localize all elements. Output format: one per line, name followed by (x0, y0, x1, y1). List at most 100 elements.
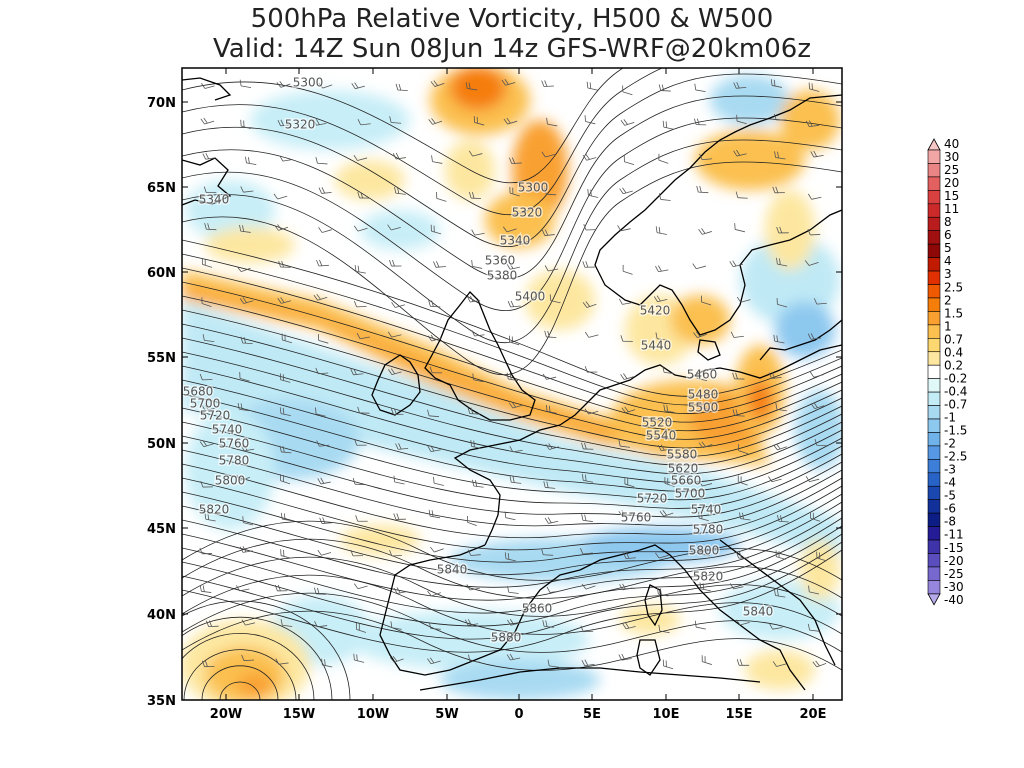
wind-barb (768, 372, 782, 379)
colorbar-label: -40 (944, 593, 964, 607)
contour-label: 5780 (693, 523, 724, 537)
colorbar-label: 25 (944, 163, 959, 177)
wind-barb (696, 372, 708, 381)
wind-barb (772, 661, 787, 667)
wind-barb (199, 373, 213, 381)
colorbar-label: 8 (944, 215, 952, 229)
wind-barb (655, 552, 669, 559)
colorbar-arrow-bottom (927, 593, 941, 606)
height-contour (182, 309, 842, 440)
wind-barb (619, 187, 633, 195)
colorbar-label: -25 (944, 567, 964, 581)
wind-barb (729, 583, 744, 590)
colorbar-label: 3 (944, 267, 952, 281)
wind-barb (581, 514, 593, 522)
wind-barb (201, 660, 215, 668)
colorbar-swatch (927, 149, 941, 164)
wind-barb (509, 446, 523, 453)
contour-label: 5680 (183, 385, 214, 399)
wind-barb (506, 653, 521, 661)
height-contours (182, 68, 842, 700)
colorbar-label: -5 (944, 489, 956, 503)
wind-barb (430, 224, 442, 235)
wind-barb (277, 119, 291, 127)
colorbar-label: 5 (944, 241, 952, 255)
lon-tick-label: 20W (210, 707, 242, 722)
wind-barb (658, 193, 671, 201)
contour-label: 5460 (687, 368, 718, 382)
colorbar-swatch (927, 580, 941, 595)
wind-barb (240, 336, 253, 344)
contour-label: 5540 (646, 429, 677, 443)
wind-barb (773, 113, 787, 121)
colorbar-swatch (927, 553, 941, 568)
wind-barb (467, 407, 480, 415)
wind-barb (471, 229, 485, 236)
wind-barb (428, 300, 441, 308)
wind-barb (200, 117, 215, 125)
wind-barb (242, 516, 254, 526)
wind-barb (239, 224, 251, 233)
colorbar-arrow-top (927, 138, 941, 151)
height-contour (182, 253, 842, 406)
wind-barb (808, 82, 820, 92)
wind-barb (206, 620, 219, 627)
wind-barb (581, 583, 596, 590)
wind-barb (542, 620, 555, 628)
wind-barb (580, 625, 594, 633)
height-contour (182, 267, 842, 414)
wind-barb (655, 332, 668, 341)
wind-barb (587, 188, 599, 198)
height-contour (182, 407, 842, 501)
wind-barb (545, 404, 557, 414)
wind-barb (623, 552, 636, 559)
wind-barb (389, 549, 402, 557)
wind-barb (545, 443, 560, 450)
contour-label: 5780 (219, 454, 250, 468)
wind-barb (508, 335, 520, 346)
wind-barb (618, 510, 633, 517)
wind-barb (395, 83, 408, 91)
wind-barb (280, 512, 293, 522)
wind-barb (388, 368, 402, 376)
wind-barb (623, 155, 635, 166)
colorbar-swatch (927, 337, 941, 353)
wind-barb (694, 83, 706, 93)
height-contour (219, 681, 261, 700)
colorbar-swatch (927, 243, 941, 258)
wind-barb (353, 225, 368, 232)
colorbar-swatch (927, 378, 941, 393)
wind-barb (356, 333, 371, 340)
wind-barb (776, 298, 788, 308)
wind-barb (541, 548, 554, 556)
colorbar-label: 11 (944, 202, 959, 216)
lon-tick-label: 20E (800, 707, 827, 722)
wind-barb (469, 191, 482, 200)
wind-barb (658, 84, 671, 92)
wind-barb (808, 585, 820, 595)
wind-barb (698, 547, 710, 557)
wind-barb (352, 477, 365, 486)
wind-barb (430, 80, 445, 87)
wind-barb (582, 154, 597, 161)
height-contour (182, 520, 842, 581)
wind-barb (473, 116, 485, 126)
contour-label: 5380 (487, 269, 518, 283)
wind-barb (700, 402, 713, 410)
wind-barb (699, 153, 713, 161)
wind-barb (203, 186, 217, 194)
wind-barb (202, 334, 215, 342)
wind-barb (390, 408, 404, 415)
height-contour (182, 351, 842, 466)
height-contour (182, 393, 842, 492)
height-contour (182, 463, 842, 539)
wind-barb (503, 117, 518, 125)
height-contour (182, 477, 842, 551)
wind-barb (622, 622, 636, 630)
contour-label: 5320 (285, 118, 316, 132)
wind-barb (236, 474, 251, 481)
wind-barb (736, 659, 750, 666)
contour-label: 5420 (640, 304, 671, 318)
colorbar-swatch (927, 176, 941, 191)
wind-barb (466, 584, 480, 591)
